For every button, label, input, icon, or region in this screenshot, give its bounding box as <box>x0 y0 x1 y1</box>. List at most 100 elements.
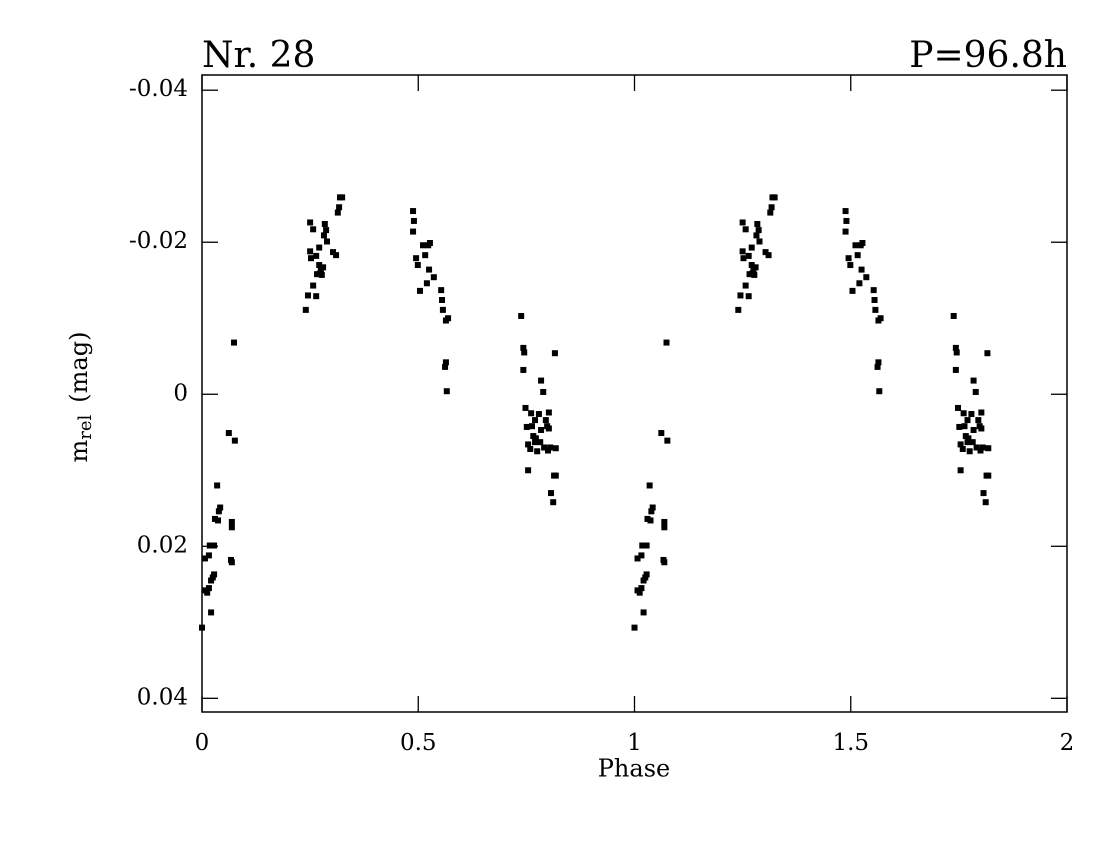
data-point <box>416 287 423 294</box>
data-point <box>231 437 238 444</box>
data-point <box>548 490 555 497</box>
data-point <box>430 274 437 281</box>
data-point <box>852 242 859 249</box>
data-point <box>847 262 854 269</box>
data-point <box>307 255 314 262</box>
data-point <box>985 445 992 452</box>
data-point <box>314 271 321 278</box>
data-point <box>211 515 218 522</box>
data-point <box>856 280 863 287</box>
data-point <box>310 226 317 233</box>
data-point <box>957 441 964 448</box>
data-point <box>231 339 238 346</box>
data-point <box>528 423 535 430</box>
data-point <box>952 344 959 351</box>
data-point <box>748 244 755 251</box>
data-point <box>313 293 320 300</box>
data-point <box>532 417 539 424</box>
data-point <box>339 194 346 201</box>
data-point <box>537 439 544 446</box>
data-point <box>739 219 746 226</box>
title-right: P=96.8h <box>909 35 1067 76</box>
x-tick-label: 1.5 <box>832 730 869 756</box>
data-point <box>745 293 752 300</box>
data-point <box>445 315 452 322</box>
data-point <box>638 552 645 559</box>
data-point <box>842 208 849 215</box>
data-point <box>422 252 429 259</box>
data-point <box>551 350 558 357</box>
data-point <box>205 552 212 559</box>
data-point <box>754 220 761 227</box>
data-point <box>950 312 957 319</box>
data-point <box>439 297 446 304</box>
data-point <box>442 359 449 366</box>
title-left: Nr. 28 <box>202 35 315 76</box>
data-point <box>875 359 882 366</box>
data-point <box>215 508 222 515</box>
data-point <box>964 439 971 446</box>
data-point <box>534 448 541 455</box>
y-label-unit: (mag) <box>65 332 93 403</box>
data-point <box>550 499 557 506</box>
data-point <box>443 388 450 395</box>
y-label-sub: rel <box>75 414 96 439</box>
data-point <box>965 435 972 442</box>
data-point <box>202 555 209 562</box>
y-label-main: m <box>65 439 93 462</box>
data-point <box>843 217 850 224</box>
data-point <box>854 252 861 259</box>
data-point <box>209 574 216 581</box>
x-tick-label: 1 <box>627 730 642 756</box>
data-point <box>302 306 309 313</box>
data-point <box>520 344 527 351</box>
data-point <box>310 282 317 289</box>
data-point <box>959 445 966 452</box>
data-point <box>978 425 985 432</box>
data-point <box>318 271 325 278</box>
data-point <box>208 609 215 616</box>
data-point <box>751 271 758 278</box>
data-point <box>545 447 551 454</box>
data-point <box>970 426 977 433</box>
data-point <box>541 444 548 451</box>
data-point <box>525 467 532 474</box>
data-point <box>527 445 534 452</box>
data-point <box>205 585 212 592</box>
data-point <box>639 542 646 549</box>
data-point <box>535 411 542 418</box>
data-point <box>523 423 530 430</box>
data-point <box>532 439 539 446</box>
data-point <box>956 423 963 430</box>
data-point <box>768 204 775 211</box>
data-point <box>858 266 865 273</box>
data-point <box>649 504 656 511</box>
data-point <box>521 349 528 356</box>
data-point <box>961 423 968 430</box>
data-point <box>323 238 330 245</box>
data-point <box>765 252 772 259</box>
data-point <box>410 217 417 224</box>
data-point <box>771 194 778 201</box>
data-point <box>874 363 881 370</box>
data-point <box>748 262 755 269</box>
data-point <box>970 377 977 384</box>
data-point <box>520 366 527 373</box>
data-point <box>545 425 552 432</box>
data-point <box>228 518 235 525</box>
data-point <box>863 274 870 281</box>
data-point <box>410 228 417 235</box>
data-point <box>414 262 421 269</box>
data-point <box>643 542 650 549</box>
y-tick-label: 0 <box>173 380 188 406</box>
data-point <box>739 248 746 255</box>
data-point <box>307 219 314 226</box>
data-point <box>663 339 670 346</box>
data-point <box>752 264 759 271</box>
data-point <box>631 624 638 631</box>
data-point <box>540 388 547 395</box>
data-point <box>426 266 433 273</box>
data-point <box>658 430 665 437</box>
